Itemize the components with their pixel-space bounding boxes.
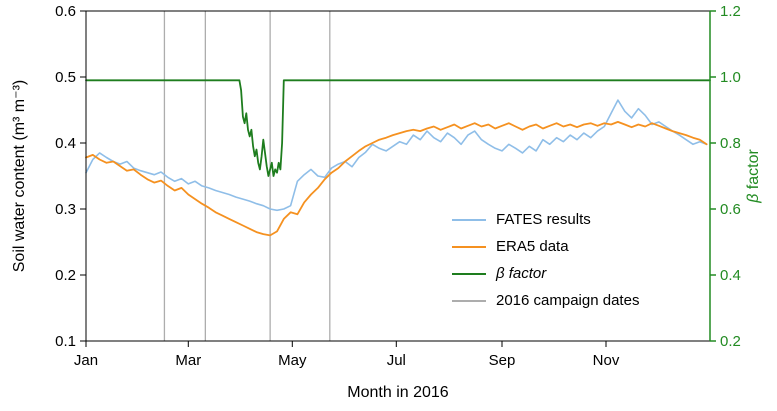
right-tick-label: 1.0 <box>720 69 741 86</box>
left-tick-label: 0.1 <box>55 333 76 350</box>
series-line-fates-results <box>85 99 708 212</box>
x-tick-label: Sep <box>489 352 516 369</box>
legend-item-beta: β factor <box>452 260 639 287</box>
x-tick-label: Jul <box>387 352 406 369</box>
left-tick-label: 0.2 <box>55 267 76 284</box>
left-axis-title: Soil water content (m³ m⁻³) <box>11 79 28 273</box>
left-tick-label: 0.6 <box>55 3 76 20</box>
right-axis-title-text: factor <box>745 149 762 194</box>
x-tick-label: Nov <box>593 352 620 369</box>
left-tick-label: 0.3 <box>55 201 76 218</box>
right-tick-label: 1.2 <box>720 3 741 20</box>
legend-item-fates: FATES results <box>452 206 639 233</box>
x-tick-label: Jan <box>74 352 98 369</box>
legend-label-era5: ERA5 data <box>496 238 569 255</box>
legend-label-campaign: 2016 campaign dates <box>496 292 640 309</box>
legend-line-sample-beta <box>452 272 486 275</box>
series-line--factor <box>85 79 711 177</box>
legend-item-campaign-dates: 2016 campaign dates <box>452 287 639 314</box>
right-tick-label: 0.6 <box>720 201 741 218</box>
right-tick-label: 0.4 <box>720 267 741 284</box>
legend-label-fates: FATES results <box>496 211 591 228</box>
right-tick-label: 0.8 <box>720 135 741 152</box>
legend-line-sample-campaign <box>452 299 486 302</box>
beta-symbol: β <box>745 193 762 203</box>
legend-item-era5: ERA5 data <box>452 233 639 260</box>
legend-line-sample-era5 <box>452 245 486 248</box>
legend: FATES results ERA5 data β factor 2016 ca… <box>452 206 639 314</box>
series-line-era5-data <box>85 121 708 237</box>
legend-label-beta: β factor <box>496 265 547 282</box>
legend-line-sample-fates <box>452 218 486 221</box>
left-tick-label: 0.5 <box>55 69 76 86</box>
x-tick-label: Mar <box>175 352 201 369</box>
x-tick-label: May <box>278 352 307 369</box>
right-axis-title: β factor <box>745 149 763 203</box>
x-axis-title: Month in 2016 <box>347 384 449 401</box>
left-tick-label: 0.4 <box>55 135 76 152</box>
right-tick-label: 0.2 <box>720 333 741 350</box>
